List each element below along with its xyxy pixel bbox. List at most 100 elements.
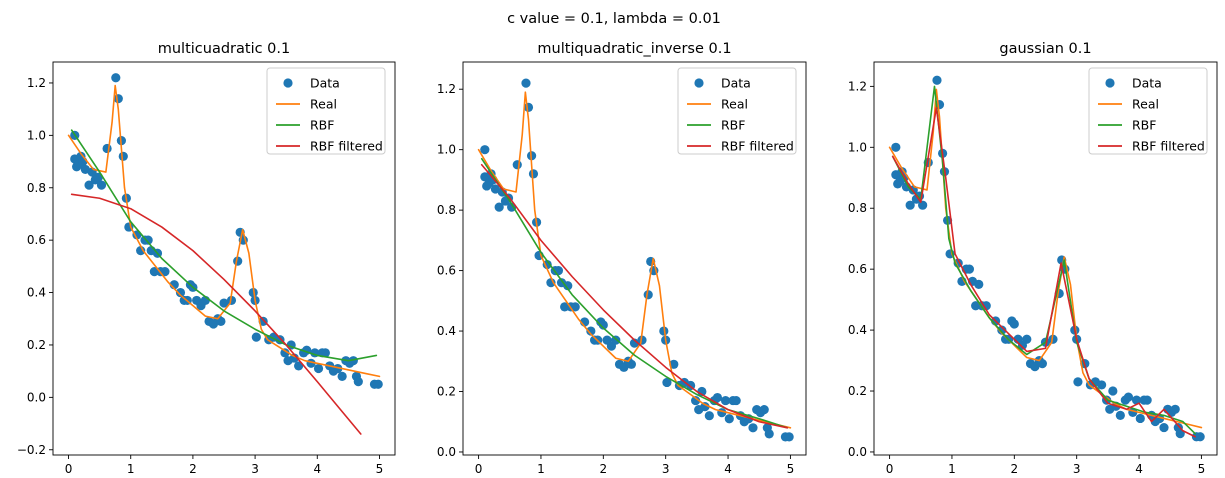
- legend-label: RBF: [1132, 118, 1156, 133]
- data-point: [563, 281, 573, 291]
- data-point: [1009, 319, 1019, 329]
- data-point: [226, 295, 237, 306]
- legend-box: [266, 67, 386, 155]
- axes-frame: [52, 61, 396, 456]
- series-line-rbf-filtered: [891, 106, 1196, 438]
- subplot-title: multiquadratic_inverse 0.1: [537, 41, 731, 57]
- y-tick-label: 0.0: [27, 390, 46, 404]
- y-tick-label: 0.8: [848, 201, 867, 215]
- legend-marker: [283, 78, 293, 88]
- data-point: [905, 200, 915, 210]
- legend-label: RBF filtered: [310, 139, 383, 154]
- data-point: [720, 395, 731, 406]
- data-point: [78, 156, 88, 167]
- data-point: [102, 143, 112, 154]
- data-point: [111, 73, 121, 83]
- data-point: [1073, 377, 1083, 387]
- subplot-3: gaussian 0.1 0 1 2 3 4 5 0.0 0.2 0.4 0.6 0.8 1.0 1.2 D…: [848, 41, 1218, 476]
- axes-frame: [462, 61, 807, 456]
- subplot-title: gaussian 0.1: [999, 41, 1091, 57]
- data-point: [294, 361, 304, 371]
- x-tick-label: 2: [189, 462, 197, 476]
- y-tick-label: 1.0: [848, 140, 867, 154]
- legend-label: RBF: [310, 118, 334, 133]
- data-point: [143, 235, 153, 245]
- x-tick-label: 0: [886, 462, 894, 476]
- legend-label: Data: [1132, 76, 1162, 91]
- x-tick-label: 3: [662, 462, 670, 476]
- data-point: [1135, 413, 1145, 424]
- data-point: [932, 75, 942, 85]
- x-tick-label: 5: [1198, 462, 1206, 476]
- x-tick-label: 1: [127, 462, 135, 476]
- data-point: [700, 402, 710, 412]
- legend-marker: [694, 78, 704, 88]
- data-point: [320, 348, 330, 358]
- y-tick-label: 0.4: [848, 323, 867, 337]
- data-point: [84, 180, 94, 190]
- data-point: [997, 325, 1007, 335]
- data-point: [704, 411, 714, 421]
- subplot-1: multicuadratic 0.1 0 1 2 3 4 5 −0.2 0.0 0.2 0.4 0.6…: [17, 41, 396, 476]
- data-point: [1142, 395, 1152, 405]
- data-point: [118, 151, 128, 161]
- data-point: [136, 246, 146, 256]
- legend-label: RBF filtered: [1132, 139, 1205, 154]
- x-tick-label: 3: [1073, 462, 1081, 476]
- y-tick-label: −0.2: [17, 443, 46, 457]
- legend-label: RBF filtered: [721, 139, 794, 154]
- data-point: [96, 180, 107, 190]
- series-line-real: [477, 91, 792, 429]
- data-point: [764, 429, 774, 439]
- data-point: [480, 145, 490, 155]
- data-point: [1022, 334, 1032, 344]
- y-tick-label: 0.6: [27, 233, 46, 247]
- x-tick-label: 5: [787, 462, 795, 476]
- data-point: [891, 142, 901, 152]
- legend-label: Real: [1132, 97, 1159, 112]
- data-points: [480, 78, 794, 442]
- y-tick-label: 0.8: [27, 181, 46, 195]
- data-point: [373, 379, 383, 389]
- y-tick-label: 1.2: [848, 79, 867, 93]
- y-tick-label: 1.0: [437, 143, 456, 157]
- y-tick-label: 0.2: [848, 384, 867, 398]
- data-point: [494, 202, 504, 212]
- data-point: [637, 335, 647, 345]
- data-point: [1108, 386, 1118, 396]
- data-point: [490, 184, 501, 194]
- series-line-rbf: [480, 157, 789, 429]
- data-point: [731, 395, 741, 406]
- data-point: [712, 392, 723, 403]
- data-point: [586, 326, 596, 336]
- figure-suptitle: c value = 0.1, lambda = 0.01: [507, 11, 721, 27]
- y-tick-label: 0.4: [27, 286, 46, 300]
- series-line-real: [888, 88, 1203, 429]
- plot-area: [477, 78, 794, 442]
- data-point: [691, 395, 701, 406]
- plot-area: [67, 73, 383, 435]
- y-tick-label: 0.2: [437, 385, 456, 399]
- x-tick-label: 5: [376, 462, 384, 476]
- y-tick-label: 0.6: [437, 264, 456, 278]
- legend-marker: [1105, 78, 1115, 88]
- x-tick-label: 3: [251, 462, 259, 476]
- data-point: [974, 279, 984, 289]
- y-tick-label: 0.0: [437, 445, 456, 459]
- x-tick-label: 2: [1010, 462, 1018, 476]
- data-point: [1097, 380, 1107, 390]
- data-point: [964, 264, 975, 274]
- x-tick-label: 2: [599, 462, 607, 476]
- data-point: [759, 405, 769, 415]
- data-point: [1170, 404, 1180, 414]
- series-line-rbf-filtered: [480, 163, 789, 429]
- subplots: multicuadratic 0.1 0 1 2 3 4 5 −0.2 0.0 0.2 0.4 0.6…: [17, 41, 1218, 476]
- y-tick-label: 0.0: [848, 445, 867, 459]
- subplot-title: multicuadratic 0.1: [158, 41, 291, 57]
- data-point: [1159, 422, 1169, 433]
- data-point: [160, 267, 170, 277]
- data-point: [626, 359, 636, 369]
- data-point: [275, 335, 285, 345]
- y-tick-label: 0.4: [437, 324, 456, 338]
- data-point: [175, 287, 186, 298]
